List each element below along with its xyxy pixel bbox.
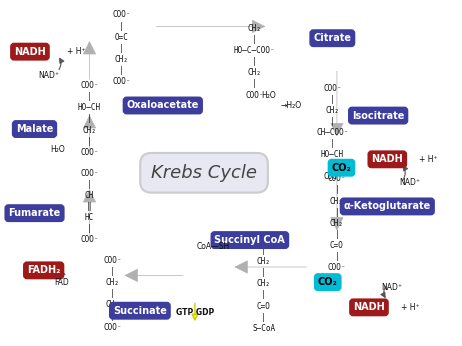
Text: COO⁻
|
CH
‖
HC
|
COO⁻: COO⁻ | CH ‖ HC | COO⁻ (80, 169, 99, 244)
Text: GTP GDP: GTP GDP (176, 308, 214, 317)
Text: NAD⁺: NAD⁺ (38, 71, 59, 80)
Text: NADH: NADH (353, 302, 385, 312)
Text: NAD⁺: NAD⁺ (382, 283, 402, 292)
Text: Succinyl CoA: Succinyl CoA (214, 235, 285, 245)
Text: α-Ketoglutarate: α-Ketoglutarate (344, 201, 431, 211)
Text: + H⁺: + H⁺ (401, 303, 419, 312)
Text: Malate: Malate (16, 124, 53, 134)
Text: COO⁻
|
CH₂
|
CH—COO⁻
|
HO—CH
|
COO⁻: COO⁻ | CH₂ | CH—COO⁻ | HO—CH | COO⁻ (316, 83, 348, 181)
Text: FADH₂: FADH₂ (27, 265, 61, 275)
Text: COO⁻
|
CH₂
|
CH₂
|
C=O
|
COO⁻: COO⁻ | CH₂ | CH₂ | C=O | COO⁻ (328, 174, 346, 272)
Text: COO⁻
|
CH₂
|
CH₂
|
C=O
|
S—CoA: COO⁻ | CH₂ | CH₂ | C=O | S—CoA (252, 235, 275, 333)
Text: H₂O: H₂O (50, 145, 65, 154)
Text: + H⁺: + H⁺ (419, 155, 438, 164)
Text: NAD⁺: NAD⁺ (400, 179, 421, 188)
Text: Isocitrate: Isocitrate (352, 111, 404, 121)
Text: Citrate: Citrate (313, 33, 351, 43)
Text: COO⁻
|
CH₂
|
CH₂
|
COO⁻: COO⁻ | CH₂ | CH₂ | COO⁻ (103, 256, 122, 332)
Text: CO₂: CO₂ (332, 163, 352, 173)
Text: CoA—SH: CoA—SH (196, 242, 230, 251)
Text: NADH: NADH (371, 154, 403, 164)
Text: H₂O: H₂O (261, 91, 275, 100)
Text: FAD: FAD (55, 277, 69, 286)
Text: Oxaloacetate: Oxaloacetate (127, 100, 199, 110)
Text: NADH: NADH (14, 47, 46, 57)
Text: COO⁻
|
HO—CH
|
CH₂
|
COO⁻: COO⁻ | HO—CH | CH₂ | COO⁻ (78, 81, 101, 157)
Text: Succinate: Succinate (113, 306, 167, 316)
Text: Krebs Cycle: Krebs Cycle (151, 164, 257, 182)
Text: COO⁻
|
O=C
|
CH₂
|
COO⁻: COO⁻ | O=C | CH₂ | COO⁻ (112, 10, 131, 86)
Text: + H⁺: + H⁺ (67, 47, 85, 56)
Text: Fumarate: Fumarate (8, 208, 61, 218)
Text: →H₂O: →H₂O (280, 101, 302, 110)
Text: CH₂
|
HO—C—COO⁻
|
CH₂
|
COO⁻: CH₂ | HO—C—COO⁻ | CH₂ | COO⁻ (234, 24, 275, 100)
Text: CO₂: CO₂ (318, 277, 338, 287)
